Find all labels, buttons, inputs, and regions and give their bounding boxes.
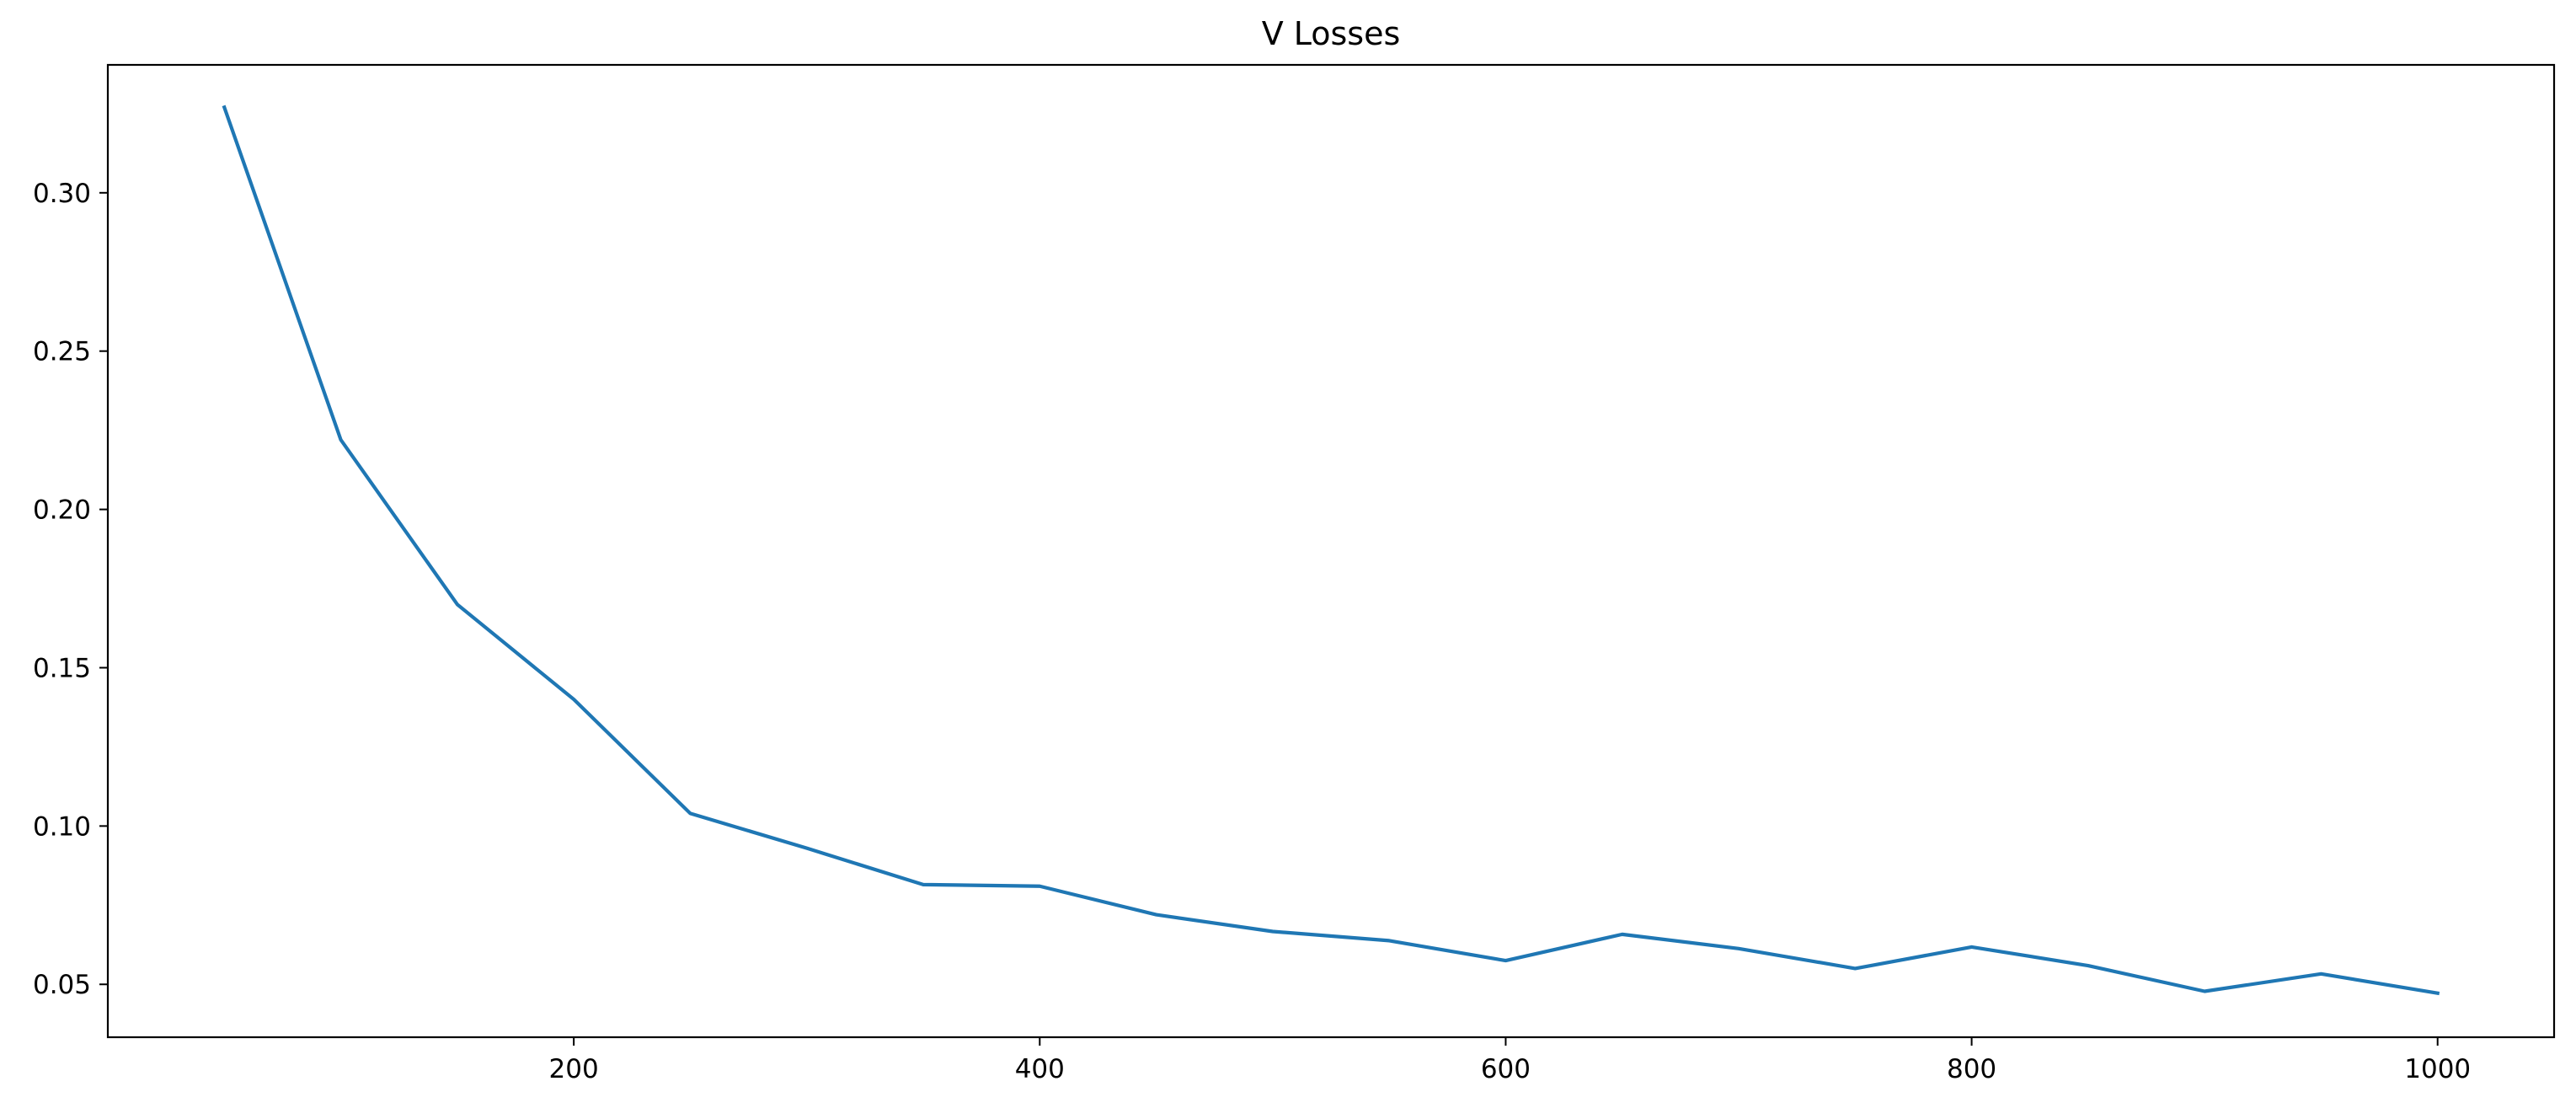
y-tick-label: 0.15: [33, 653, 91, 683]
x-tick-label: 800: [1947, 1054, 1996, 1084]
y-tick-label: 0.25: [33, 337, 91, 367]
x-tick-label: 400: [1015, 1054, 1065, 1084]
y-tick-label: 0.30: [33, 179, 91, 209]
chart-title: V Losses: [1262, 15, 1401, 52]
x-tick-label: 1000: [2404, 1054, 2471, 1084]
y-tick-label: 0.20: [33, 495, 91, 526]
plot-frame: [106, 63, 2556, 1039]
series-line-0: [222, 104, 2440, 996]
y-axis: 0.05 0.10 0.15 0.20 0.25 0.30: [33, 179, 108, 1000]
y-tick-label: 0.05: [33, 970, 91, 1000]
x-axis: 200 400 600 800 1000: [549, 1037, 2471, 1084]
x-tick-label: 600: [1481, 1054, 1531, 1084]
y-tick-label: 0.10: [33, 811, 91, 842]
x-tick-label: 200: [549, 1054, 599, 1084]
series-layer: [222, 104, 2440, 996]
